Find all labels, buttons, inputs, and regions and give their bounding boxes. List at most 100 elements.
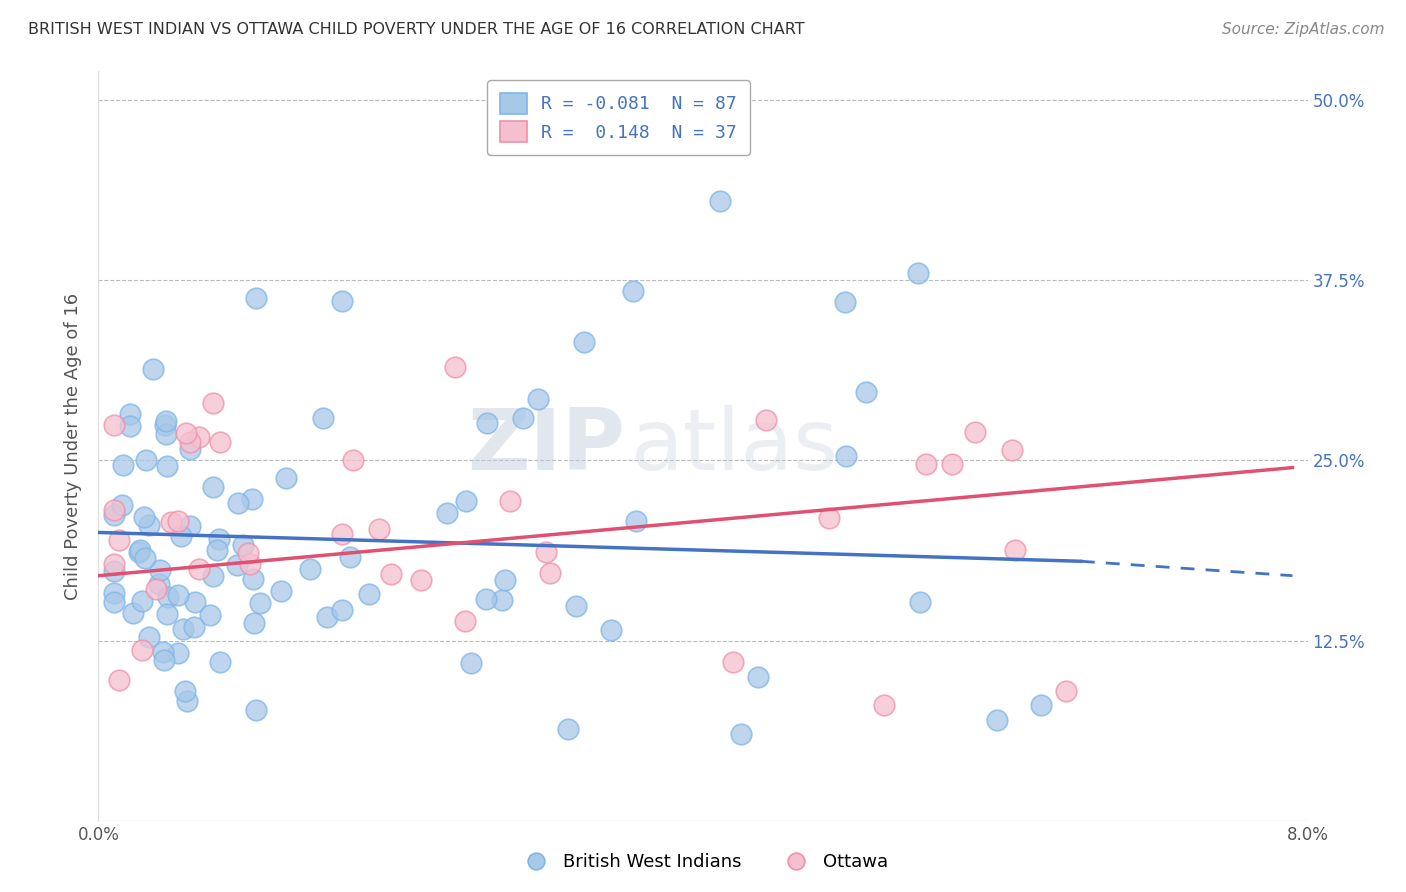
Point <box>138 630 160 644</box>
Point <box>152 644 174 658</box>
Point <box>152 653 174 667</box>
Point <box>572 334 595 349</box>
Point <box>534 545 557 559</box>
Point <box>512 410 534 425</box>
Point <box>208 532 231 546</box>
Point <box>179 442 201 457</box>
Point <box>330 527 353 541</box>
Point <box>157 591 180 605</box>
Point <box>474 592 496 607</box>
Point <box>173 684 195 698</box>
Point <box>245 703 267 717</box>
Point <box>436 506 458 520</box>
Point <box>342 453 364 467</box>
Point <box>167 588 190 602</box>
Point <box>145 582 167 596</box>
Point <box>1031 698 1053 713</box>
Point <box>709 194 731 208</box>
Point <box>103 565 125 579</box>
Point <box>834 294 856 309</box>
Point <box>965 425 987 439</box>
Point <box>187 429 209 443</box>
Point <box>135 453 157 467</box>
Point <box>166 514 188 528</box>
Point <box>226 496 249 510</box>
Point <box>316 610 339 624</box>
Point <box>907 266 929 280</box>
Point <box>986 713 1008 727</box>
Point <box>111 458 134 473</box>
Y-axis label: Child Poverty Under the Age of 16: Child Poverty Under the Age of 16 <box>65 293 83 599</box>
Point <box>409 574 432 588</box>
Point <box>170 529 193 543</box>
Text: ZIP: ZIP <box>467 404 624 488</box>
Point <box>747 669 769 683</box>
Point <box>1004 543 1026 558</box>
Point <box>179 519 201 533</box>
Text: atlas: atlas <box>630 404 838 488</box>
Point <box>274 471 297 485</box>
Point <box>174 425 197 440</box>
Point <box>103 585 125 599</box>
Point <box>103 508 125 523</box>
Legend: British West Indians, Ottawa: British West Indians, Ottawa <box>510 847 896 879</box>
Point <box>232 538 254 552</box>
Point <box>444 359 467 374</box>
Point <box>941 457 963 471</box>
Point <box>240 492 263 507</box>
Point <box>249 596 271 610</box>
Point <box>557 722 579 736</box>
Point <box>118 419 141 434</box>
Point <box>129 543 152 558</box>
Point <box>138 518 160 533</box>
Point <box>368 522 391 536</box>
Point <box>188 562 211 576</box>
Point <box>103 503 125 517</box>
Point <box>873 698 896 713</box>
Point <box>454 614 477 628</box>
Point <box>183 619 205 633</box>
Point <box>156 607 179 622</box>
Point <box>494 574 516 588</box>
Point <box>201 569 224 583</box>
Point <box>122 606 145 620</box>
Point <box>624 514 647 528</box>
Point <box>499 494 522 508</box>
Point <box>202 480 225 494</box>
Point <box>245 291 267 305</box>
Point <box>128 545 150 559</box>
Point <box>312 410 335 425</box>
Point <box>1054 684 1077 698</box>
Point <box>565 599 588 613</box>
Point <box>160 515 183 529</box>
Point <box>908 595 931 609</box>
Point <box>184 595 207 609</box>
Text: Source: ZipAtlas.com: Source: ZipAtlas.com <box>1222 22 1385 37</box>
Point <box>103 418 125 433</box>
Point <box>835 450 858 464</box>
Point <box>225 558 247 572</box>
Point <box>730 727 752 741</box>
Point <box>209 656 232 670</box>
Point <box>330 603 353 617</box>
Point <box>108 673 131 687</box>
Point <box>134 551 156 566</box>
Point <box>1001 443 1024 458</box>
Point <box>179 434 201 449</box>
Point <box>111 498 134 512</box>
Point <box>155 414 177 428</box>
Point <box>155 426 177 441</box>
Point <box>621 285 644 299</box>
Point <box>198 608 221 623</box>
Point <box>460 656 482 670</box>
Point <box>176 693 198 707</box>
Point <box>239 557 262 571</box>
Point <box>208 434 231 449</box>
Point <box>538 566 561 581</box>
Point <box>202 396 225 410</box>
Point <box>270 584 292 599</box>
Legend: R = -0.081  N = 87, R =  0.148  N = 37: R = -0.081 N = 87, R = 0.148 N = 37 <box>486 80 749 154</box>
Point <box>599 624 621 638</box>
Text: BRITISH WEST INDIAN VS OTTAWA CHILD POVERTY UNDER THE AGE OF 16 CORRELATION CHAR: BRITISH WEST INDIAN VS OTTAWA CHILD POVE… <box>28 22 804 37</box>
Point <box>131 593 153 607</box>
